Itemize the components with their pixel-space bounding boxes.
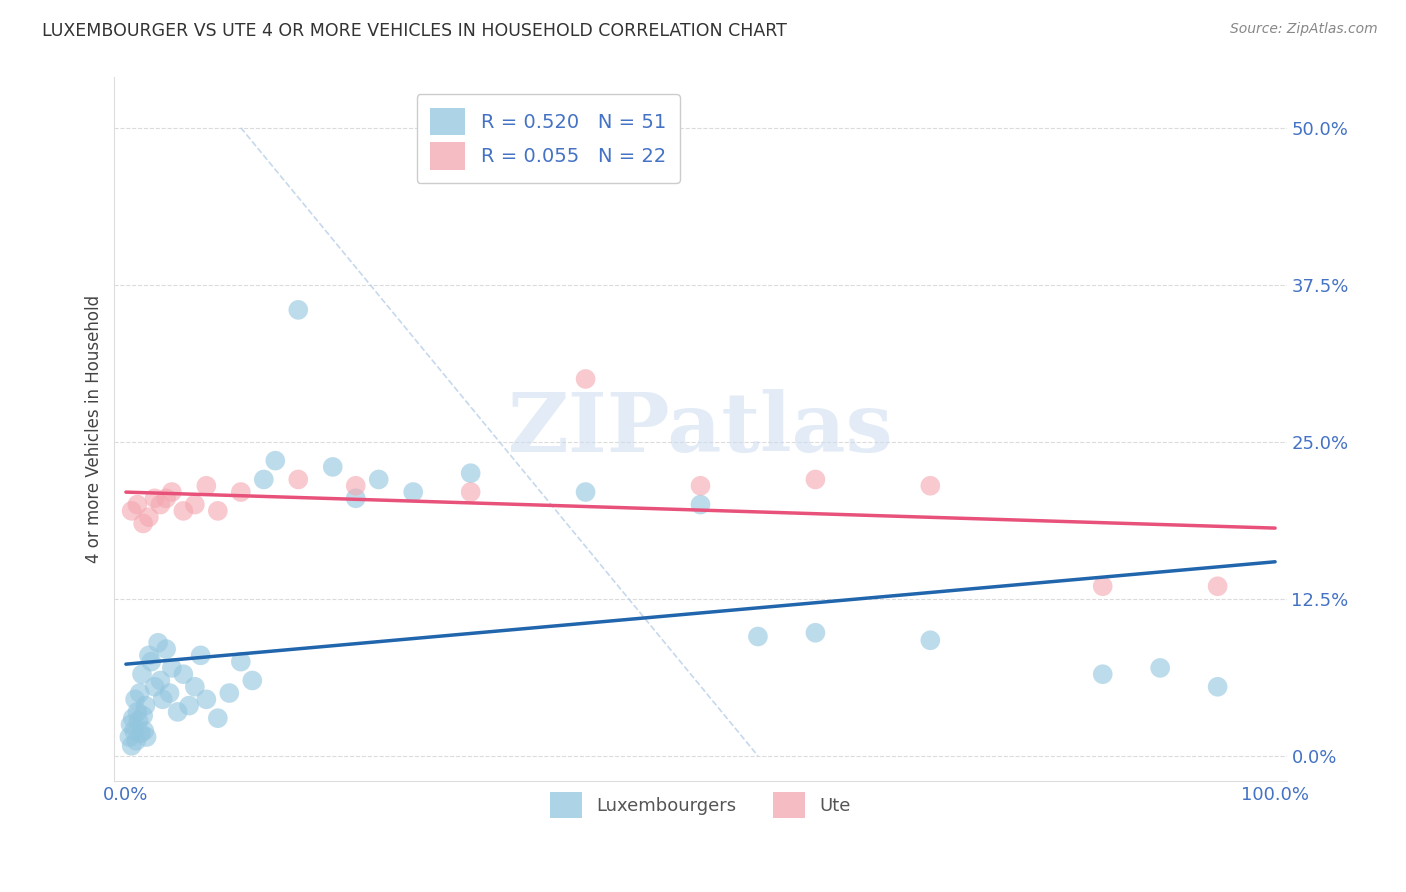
Point bbox=[141, 655, 163, 669]
Legend: Luxembourgers, Ute: Luxembourgers, Ute bbox=[543, 785, 859, 825]
Point bbox=[229, 485, 252, 500]
Point bbox=[121, 739, 143, 753]
Point bbox=[134, 723, 156, 738]
Point bbox=[128, 686, 150, 700]
Point bbox=[131, 667, 153, 681]
Point bbox=[207, 711, 229, 725]
Point bbox=[143, 491, 166, 506]
Point bbox=[155, 491, 177, 506]
Point bbox=[195, 692, 218, 706]
Point bbox=[127, 705, 149, 719]
Point bbox=[127, 498, 149, 512]
Point bbox=[322, 459, 344, 474]
Text: Source: ZipAtlas.com: Source: ZipAtlas.com bbox=[1230, 22, 1378, 37]
Point bbox=[184, 498, 207, 512]
Point bbox=[574, 485, 596, 500]
Point bbox=[344, 491, 367, 506]
Point bbox=[135, 730, 157, 744]
Point bbox=[143, 680, 166, 694]
Point bbox=[179, 698, 201, 713]
Point bbox=[287, 302, 309, 317]
Point bbox=[344, 479, 367, 493]
Point bbox=[689, 498, 711, 512]
Point bbox=[128, 714, 150, 728]
Point bbox=[804, 473, 827, 487]
Text: LUXEMBOURGER VS UTE 4 OR MORE VEHICLES IN HOUSEHOLD CORRELATION CHART: LUXEMBOURGER VS UTE 4 OR MORE VEHICLES I… bbox=[42, 22, 787, 40]
Point bbox=[1091, 667, 1114, 681]
Point bbox=[195, 479, 218, 493]
Point bbox=[124, 692, 146, 706]
Point bbox=[287, 473, 309, 487]
Point bbox=[1091, 579, 1114, 593]
Point bbox=[172, 667, 194, 681]
Point bbox=[138, 510, 160, 524]
Point bbox=[120, 717, 142, 731]
Point bbox=[149, 673, 172, 688]
Point bbox=[1206, 680, 1229, 694]
Point bbox=[118, 730, 141, 744]
Point bbox=[367, 473, 389, 487]
Point bbox=[574, 372, 596, 386]
Point bbox=[1149, 661, 1171, 675]
Point bbox=[121, 711, 143, 725]
Point bbox=[253, 473, 276, 487]
Point bbox=[207, 504, 229, 518]
Point bbox=[134, 698, 156, 713]
Y-axis label: 4 or more Vehicles in Household: 4 or more Vehicles in Household bbox=[86, 295, 103, 563]
Point bbox=[190, 648, 212, 663]
Point bbox=[121, 504, 143, 518]
Point bbox=[152, 692, 174, 706]
Point bbox=[184, 680, 207, 694]
Point bbox=[122, 723, 145, 738]
Point bbox=[146, 636, 169, 650]
Point bbox=[155, 642, 177, 657]
Point bbox=[402, 485, 425, 500]
Point bbox=[460, 485, 482, 500]
Point bbox=[920, 479, 942, 493]
Point bbox=[166, 705, 188, 719]
Point bbox=[132, 516, 155, 531]
Point bbox=[229, 655, 252, 669]
Point bbox=[132, 708, 155, 723]
Point bbox=[160, 661, 183, 675]
Point bbox=[240, 673, 263, 688]
Point bbox=[1206, 579, 1229, 593]
Point bbox=[689, 479, 711, 493]
Point bbox=[172, 504, 194, 518]
Text: ZIPatlas: ZIPatlas bbox=[508, 389, 893, 469]
Point bbox=[125, 733, 148, 747]
Point bbox=[920, 633, 942, 648]
Point bbox=[129, 726, 152, 740]
Point bbox=[159, 686, 181, 700]
Point bbox=[218, 686, 240, 700]
Point bbox=[149, 498, 172, 512]
Point bbox=[264, 453, 287, 467]
Point bbox=[460, 466, 482, 480]
Point bbox=[138, 648, 160, 663]
Point bbox=[804, 625, 827, 640]
Point bbox=[160, 485, 183, 500]
Point bbox=[747, 630, 769, 644]
